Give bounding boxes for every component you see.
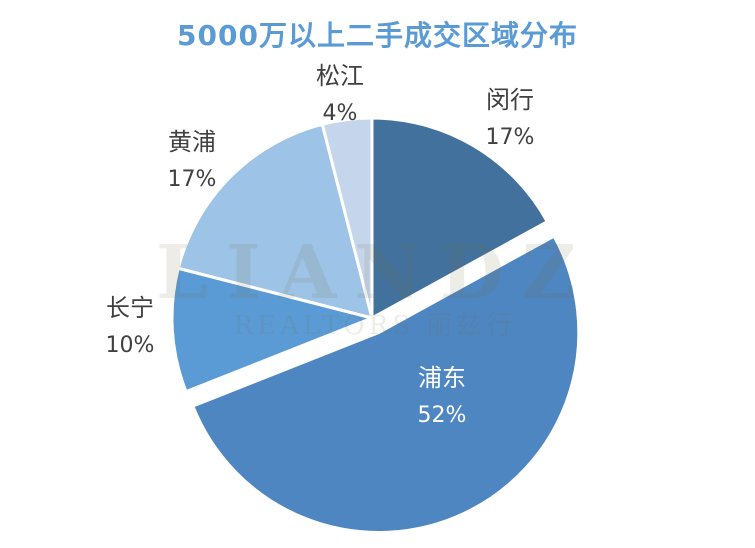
- pie-slices: [170, 116, 581, 534]
- slice-label-2: 长宁: [106, 294, 154, 322]
- slice-label-3: 黄浦: [168, 128, 216, 156]
- pie-labels: 闵行 17% 浦东 52% 长宁 10% 黄浦 17% 松江 4%: [106, 62, 535, 428]
- pie-slice-2: [170, 266, 377, 394]
- slice-label-0: 闵行: [486, 86, 534, 114]
- watermark: LIANDZ REALTORS 丽兹行: [156, 230, 594, 341]
- slice-label-4: 松江: [316, 62, 364, 90]
- pie-slice-3: [176, 122, 375, 321]
- pie-slice-1: [190, 234, 581, 534]
- pie-slice-4: [320, 116, 374, 319]
- chart-title: 5000万以上二手成交区域分布: [177, 19, 578, 52]
- slice-value-1: 52%: [418, 403, 467, 428]
- slice-value-3: 17%: [168, 167, 217, 192]
- slice-value-4: 4%: [323, 101, 358, 126]
- pie-slice-0: [370, 116, 550, 321]
- slice-value-2: 10%: [106, 333, 155, 358]
- watermark-sub: REALTORS 丽兹行: [234, 311, 517, 341]
- slice-value-0: 17%: [486, 125, 535, 150]
- watermark-brand: LIANDZ: [156, 230, 594, 316]
- slice-label-1: 浦东: [418, 364, 466, 392]
